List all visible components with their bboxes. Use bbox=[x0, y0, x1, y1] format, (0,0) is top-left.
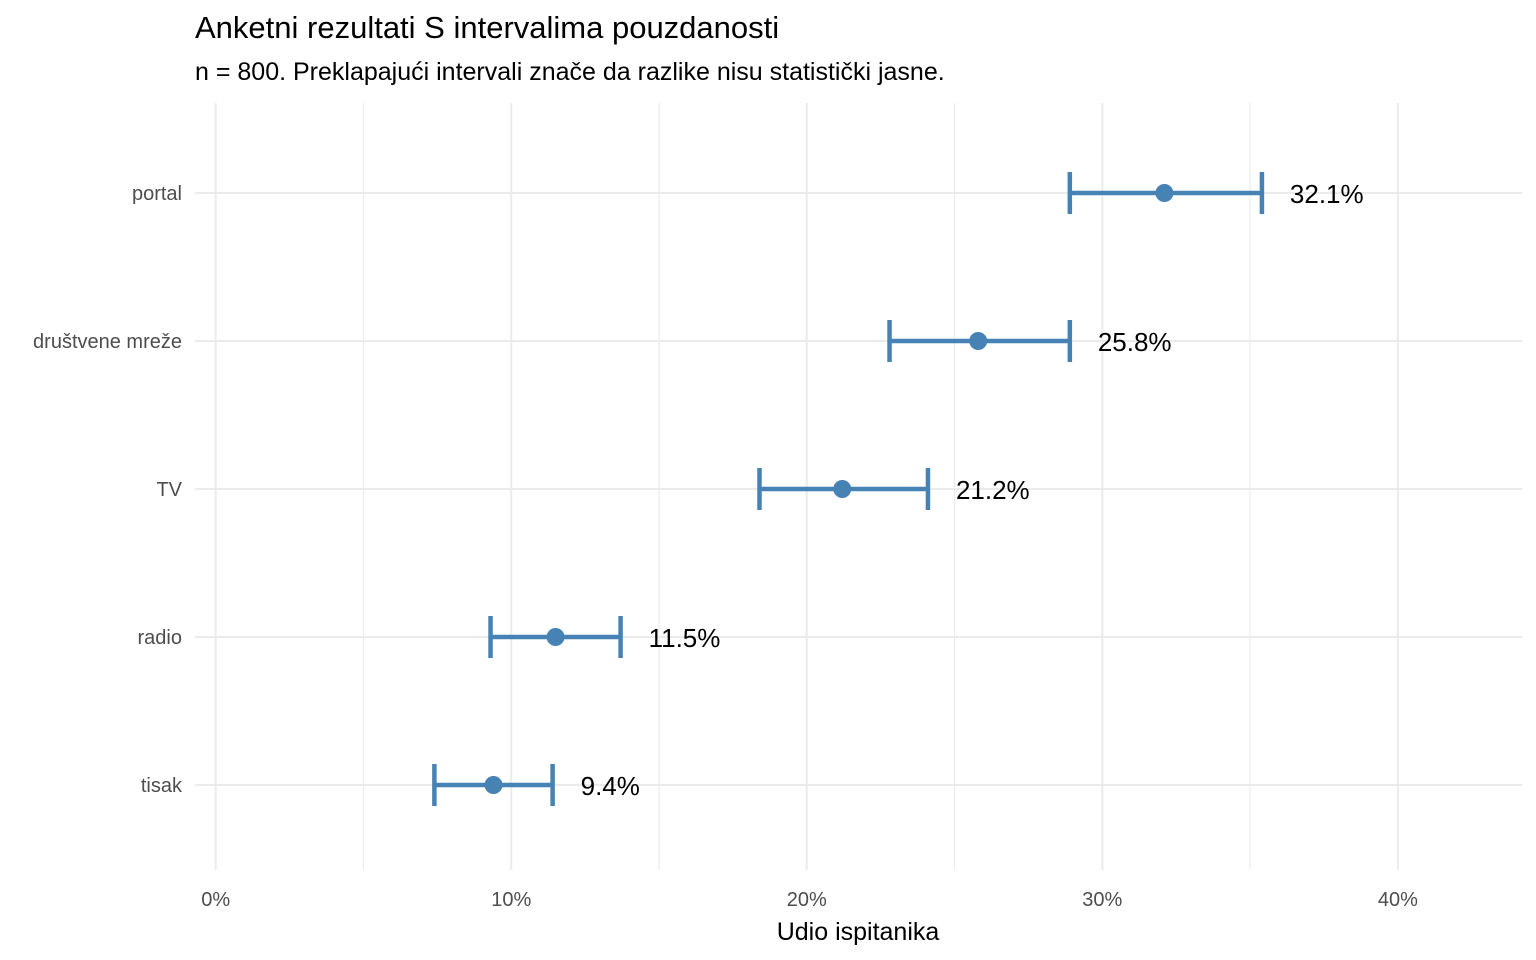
estimate-point bbox=[484, 776, 503, 794]
estimate-point bbox=[833, 480, 852, 498]
estimate-point bbox=[969, 332, 988, 350]
y-tick-label: portal bbox=[132, 183, 182, 205]
value-label: 25.8% bbox=[1098, 327, 1172, 357]
x-tick-label: 30% bbox=[1082, 889, 1122, 911]
chart-title: Anketni rezultati S intervalima pouzdano… bbox=[195, 10, 780, 45]
x-axis-label: Udio ispitanika bbox=[777, 918, 940, 946]
y-tick-label: TV bbox=[156, 479, 182, 501]
y-tick-label: društvene mreže bbox=[33, 331, 182, 353]
y-tick-label: radio bbox=[138, 627, 182, 649]
gridlines bbox=[195, 103, 1522, 870]
y-axis-ticks: portal društvene mreže TV radio tisak bbox=[33, 183, 183, 797]
x-tick-label: 20% bbox=[787, 889, 827, 911]
estimate-point bbox=[546, 628, 565, 646]
value-label: 21.2% bbox=[956, 475, 1030, 505]
x-tick-label: 40% bbox=[1378, 889, 1418, 911]
estimate-point bbox=[1155, 184, 1174, 202]
x-axis-ticks: 0% 10% 20% 30% 40% bbox=[201, 889, 1418, 911]
x-tick-label: 0% bbox=[201, 889, 230, 911]
value-label: 9.4% bbox=[581, 771, 640, 801]
chart-subtitle: n = 800. Preklapajući intervali znače da… bbox=[195, 58, 945, 86]
data-series: 32.1% 25.8% 21.2% 11.5% 9.4% bbox=[432, 172, 1364, 806]
x-tick-label: 10% bbox=[491, 889, 531, 911]
value-label: 11.5% bbox=[649, 623, 721, 653]
y-tick-label: tisak bbox=[141, 775, 183, 797]
value-label: 32.1% bbox=[1290, 179, 1364, 209]
